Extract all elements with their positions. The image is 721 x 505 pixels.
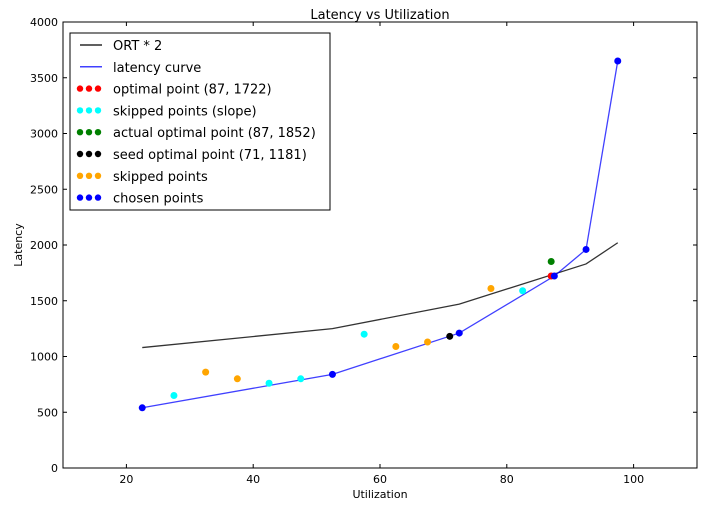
legend-marker: [85, 150, 93, 158]
legend-marker: [94, 107, 102, 114]
point-skipped-points-slope: [360, 330, 368, 338]
legend-label: actual optimal point (87, 1852): [113, 126, 316, 141]
legend-marker: [76, 129, 84, 136]
x-tick-label: 40: [246, 473, 260, 486]
legend-marker: [94, 194, 102, 201]
x-axis-label: Utilization: [352, 488, 407, 501]
legend-label: ORT * 2: [113, 39, 162, 54]
point-skipped-points: [424, 338, 432, 346]
legend-marker: [76, 194, 84, 201]
y-tick-label: 2000: [30, 239, 58, 252]
y-tick-label: 1000: [30, 351, 58, 364]
point-chosen-points: [550, 272, 558, 280]
legend-marker: [85, 107, 93, 114]
legend-marker: [76, 107, 84, 114]
point-chosen-points: [614, 57, 622, 65]
point-skipped-points: [233, 375, 241, 383]
point-skipped-points-slope: [519, 287, 527, 295]
point-chosen-points: [138, 404, 146, 412]
legend-marker: [94, 85, 102, 92]
ort-line: [142, 242, 619, 349]
x-tick-label: 60: [373, 473, 387, 486]
legend-marker: [85, 129, 93, 136]
legend-marker: [76, 172, 84, 179]
y-tick-label: 4000: [30, 16, 58, 29]
x-tick-label: 20: [119, 473, 133, 486]
y-tick-label: 3000: [30, 128, 58, 141]
point-skipped-points: [202, 368, 210, 376]
legend-marker: [94, 129, 102, 136]
x-tick-label: 80: [500, 473, 514, 486]
legend-label: latency curve: [113, 61, 201, 76]
legend-marker: [85, 172, 93, 179]
point-skipped-points-slope: [170, 392, 178, 400]
legend-marker: [94, 172, 102, 179]
point-chosen-points: [455, 329, 463, 337]
legend-label: skipped points (slope): [113, 104, 257, 119]
y-tick-label: 2500: [30, 183, 58, 196]
point-skipped-points-slope: [265, 379, 273, 387]
point-skipped-points: [487, 284, 495, 292]
legend-marker: [85, 85, 93, 92]
legend-label: skipped points: [113, 170, 208, 185]
point-skipped-points-slope: [297, 375, 305, 383]
legend-marker: [85, 194, 93, 201]
legend: ORT * 2 latency curve optimal point (87, 1…: [69, 32, 331, 211]
chart-title: Latency vs Utilization: [310, 8, 449, 23]
y-tick-label: 500: [37, 406, 58, 419]
point-chosen-points: [328, 370, 336, 378]
point-chosen-points: [582, 245, 590, 253]
point-skipped-points: [392, 342, 400, 350]
legend-label: seed optimal point (71, 1181): [113, 148, 307, 163]
legend-label: chosen points: [113, 192, 204, 207]
y-tick-label: 3500: [30, 72, 58, 85]
legend-marker: [76, 150, 84, 158]
y-tick-label: 0: [51, 462, 58, 475]
legend-marker: [94, 150, 102, 158]
x-tick-label: 100: [623, 473, 644, 486]
y-tick-label: 1500: [30, 295, 58, 308]
point-seed-optimal-point: [446, 332, 454, 340]
legend-marker: [76, 85, 84, 92]
legend-label: optimal point (87, 1722): [113, 83, 272, 98]
point-actual-optimal-point: [547, 258, 555, 266]
y-axis-label: Latency: [12, 223, 25, 267]
plot-frame: [62, 21, 698, 469]
